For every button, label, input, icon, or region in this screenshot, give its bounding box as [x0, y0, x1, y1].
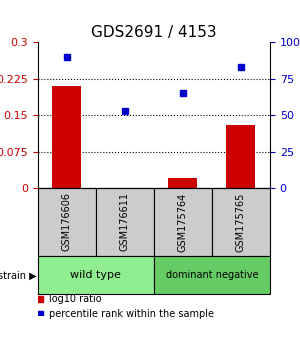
Text: GSM175764: GSM175764: [178, 192, 188, 252]
FancyBboxPatch shape: [212, 188, 270, 256]
Text: wild type: wild type: [70, 270, 121, 280]
Text: dominant negative: dominant negative: [166, 270, 258, 280]
Text: GSM176611: GSM176611: [120, 193, 130, 251]
Bar: [110, 188, 139, 190]
FancyBboxPatch shape: [38, 256, 154, 295]
FancyBboxPatch shape: [38, 188, 96, 256]
Text: strain ▶: strain ▶: [0, 270, 36, 280]
FancyBboxPatch shape: [96, 188, 154, 256]
Bar: [226, 125, 256, 188]
Title: GDS2691 / 4153: GDS2691 / 4153: [91, 25, 217, 40]
Bar: [52, 86, 81, 188]
Text: percentile rank within the sample: percentile rank within the sample: [49, 309, 214, 319]
Text: log10 ratio: log10 ratio: [49, 293, 102, 303]
FancyBboxPatch shape: [154, 188, 212, 256]
Text: GSM175765: GSM175765: [236, 192, 246, 252]
Bar: [168, 178, 197, 188]
Text: GSM176606: GSM176606: [61, 193, 72, 251]
FancyBboxPatch shape: [154, 256, 270, 295]
